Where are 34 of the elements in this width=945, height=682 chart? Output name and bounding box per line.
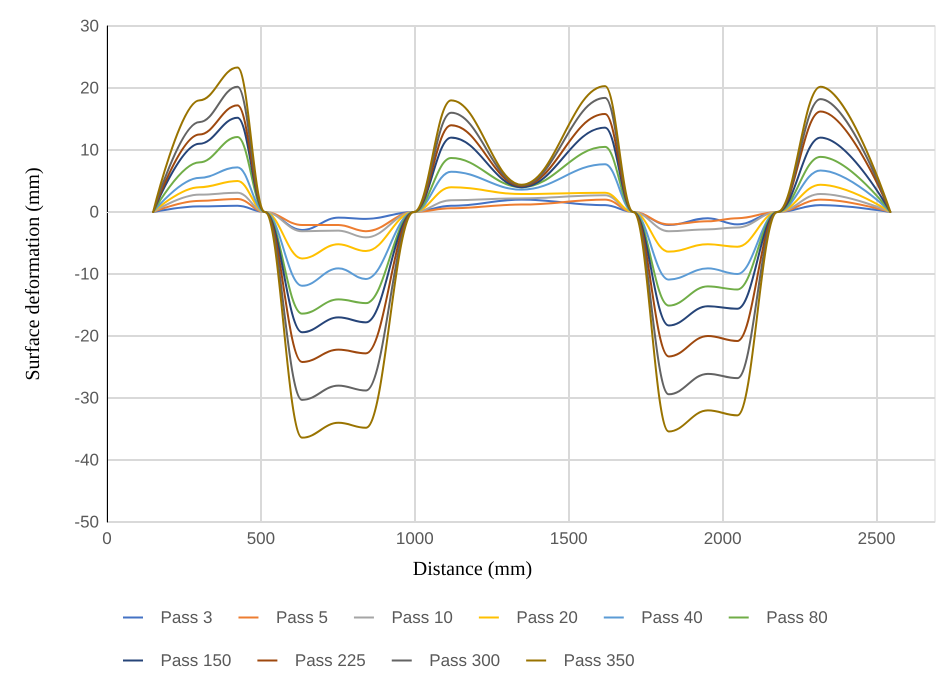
legend-label: Pass 225 <box>294 651 366 670</box>
line-series <box>152 192 892 238</box>
legend-label: Pass 5 <box>276 608 328 627</box>
x-tick-label: 1000 <box>396 529 434 548</box>
line-series <box>152 136 892 315</box>
line-series <box>152 180 892 260</box>
y-tick-label: -30 <box>74 388 99 408</box>
x-tick-label: 2500 <box>858 529 896 548</box>
legend-label: Pass 350 <box>564 651 635 670</box>
y-tick-label: 10 <box>80 140 99 160</box>
legend-label: Pass 300 <box>429 651 500 670</box>
y-tick-label: -20 <box>74 326 99 346</box>
y-tick-label: -10 <box>74 264 99 284</box>
line-series <box>152 116 892 334</box>
x-tick-label: 0 <box>102 529 112 548</box>
line-series <box>152 104 892 364</box>
legend-label: Pass 150 <box>160 651 232 670</box>
legend-label: Pass 3 <box>160 608 212 627</box>
y-tick-label: -40 <box>74 450 99 470</box>
line-series <box>152 66 892 439</box>
legend-label: Pass 20 <box>516 608 578 627</box>
line-series <box>152 163 892 287</box>
legend-label: Pass 10 <box>391 608 453 627</box>
legend-label: Pass 80 <box>766 608 828 627</box>
y-tick-label: 0 <box>90 202 99 222</box>
x-tick-label: 1500 <box>550 529 588 548</box>
x-axis-title: Distance (mm) <box>412 558 532 580</box>
legend-label: Pass 40 <box>641 608 703 627</box>
x-tick-label: 500 <box>246 529 276 548</box>
x-tick-label: 2000 <box>704 529 742 548</box>
y-tick-label: 30 <box>80 16 99 36</box>
y-tick-label: 20 <box>80 78 99 98</box>
y-tick-label: -50 <box>74 512 99 532</box>
y-axis-title: Surface deformation (mm) <box>22 167 44 381</box>
